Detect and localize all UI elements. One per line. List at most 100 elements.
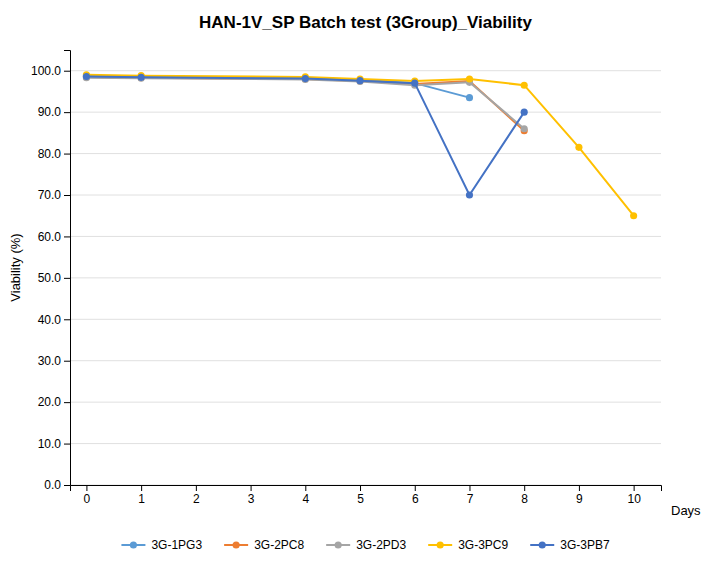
tick: 30.0	[38, 354, 70, 368]
tick-label: 8	[521, 492, 528, 506]
tick-label: 5	[357, 492, 364, 506]
tick-mark	[64, 361, 70, 362]
point	[83, 73, 90, 80]
title: HAN-1V_SP Batch test (3Group)_Viability	[199, 13, 532, 32]
tick-label: 0.0	[44, 478, 61, 492]
line	[86, 77, 524, 131]
grid-line	[70, 195, 661, 196]
point	[302, 75, 309, 82]
x-axis-title: Days	[671, 503, 701, 518]
tick-mark	[360, 485, 361, 491]
legend-label: 3G-2PD3	[356, 538, 406, 552]
grid-line	[70, 236, 661, 237]
tick: 90.0	[38, 105, 70, 119]
tick-mark	[64, 402, 70, 403]
y-axis-title: Viability (%)	[8, 233, 23, 301]
line	[86, 75, 633, 216]
point	[356, 78, 363, 85]
grid-line	[70, 277, 661, 278]
tick: 10	[627, 485, 641, 506]
tick-mark	[469, 485, 470, 491]
tick: 7	[467, 485, 474, 506]
tick: 6	[412, 485, 419, 506]
legend: 3G-1PG3 3G-2PC8 3G-2PD3 3G-3PC9 3G-3PB7	[121, 538, 609, 552]
point	[356, 76, 363, 83]
point	[411, 80, 418, 87]
tick-mark	[64, 278, 70, 279]
point	[83, 73, 90, 80]
tick-label: 60.0	[38, 230, 62, 244]
grid-line	[70, 70, 661, 71]
legend-label: 3G-3PB7	[560, 538, 610, 552]
grid-line	[70, 319, 661, 320]
tick: 2	[193, 485, 200, 506]
tick-mark	[251, 485, 252, 491]
axis-line	[64, 51, 71, 486]
tick-label: 10	[627, 492, 641, 506]
point	[575, 144, 582, 151]
tick: 70.0	[38, 188, 70, 202]
chart: 0123456789100.010.020.030.040.050.060.07…	[0, 0, 716, 570]
marks	[83, 71, 637, 219]
tick-label: 100.0	[31, 64, 61, 78]
legend-item: 3G-3PB7	[530, 538, 610, 552]
point	[138, 74, 145, 81]
grid-line	[70, 153, 661, 154]
legend-label: 3G-3PC9	[458, 538, 508, 552]
tick: 0.0	[44, 478, 70, 492]
tick-label: 50.0	[38, 271, 62, 285]
tick-label: 30.0	[38, 354, 62, 368]
line	[86, 77, 524, 195]
tick-mark	[634, 485, 635, 491]
point	[138, 74, 145, 81]
point	[466, 191, 473, 198]
tick: 0	[84, 485, 91, 506]
tick-mark	[141, 485, 142, 491]
point	[356, 78, 363, 85]
point	[138, 75, 145, 82]
tick-label: 2	[193, 492, 200, 506]
tick-label: 1	[138, 492, 145, 506]
tick: 50.0	[38, 271, 70, 285]
tick-label: 0	[84, 492, 91, 506]
grid-line	[70, 112, 661, 113]
point	[411, 80, 418, 87]
axis-line	[71, 486, 662, 492]
tick-mark	[579, 485, 580, 491]
point	[83, 72, 90, 79]
point	[466, 94, 473, 101]
tick: 9	[576, 485, 583, 506]
grid-line	[70, 360, 661, 361]
point	[356, 77, 363, 84]
legend-marker	[233, 541, 240, 548]
tick-mark	[86, 485, 87, 491]
tick-label: 7	[467, 492, 474, 506]
tick-label: 90.0	[38, 105, 62, 119]
tick: 8	[521, 485, 528, 506]
tick-mark	[64, 485, 70, 486]
point	[302, 75, 309, 82]
tick: 40.0	[38, 313, 70, 327]
legend-marker	[335, 541, 342, 548]
point	[521, 82, 528, 89]
legend-label: 3G-1PG3	[151, 538, 202, 552]
grid	[70, 71, 661, 485]
tick-label: 4	[302, 492, 309, 506]
line	[86, 78, 524, 129]
series	[83, 74, 528, 132]
tick-label: 40.0	[38, 313, 62, 327]
tick-mark	[196, 485, 197, 491]
series	[83, 73, 528, 134]
point	[466, 75, 473, 82]
tick-mark	[64, 154, 70, 155]
legend-marker	[130, 541, 137, 548]
tick-mark	[524, 485, 525, 491]
tick-label: 70.0	[38, 188, 62, 202]
tick: 60.0	[38, 230, 70, 244]
legend-item: 3G-2PC8	[224, 538, 304, 552]
grid-line	[70, 443, 661, 444]
legend-label: 3G-2PC8	[254, 538, 304, 552]
legend-item: 3G-3PC9	[428, 538, 508, 552]
tick: 4	[302, 485, 309, 506]
tick: 80.0	[38, 147, 70, 161]
